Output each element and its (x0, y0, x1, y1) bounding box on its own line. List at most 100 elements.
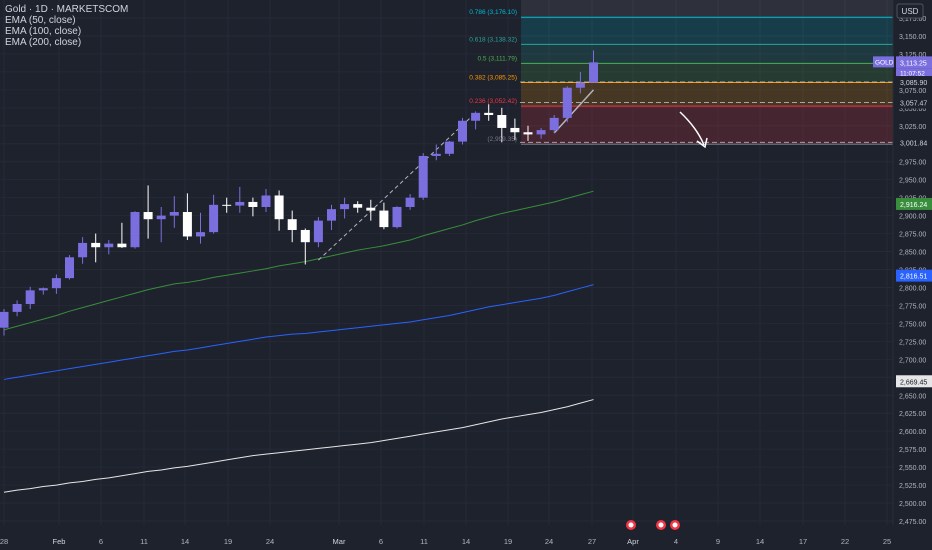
time-tick-label: 6 (379, 537, 383, 546)
price-tick-label: 2,850.00 (899, 250, 926, 257)
countdown-timer: 11:07:52 (900, 70, 925, 77)
price-tick-label: 3,175.00 (899, 16, 926, 23)
ema50-tag-bg (896, 197, 932, 210)
candle-body (300, 229, 310, 243)
grid-lines (0, 0, 893, 525)
price-tick-label: 2,750.00 (899, 321, 926, 328)
time-tick-label: Mar (333, 537, 346, 546)
ema100-tag-bg (896, 269, 932, 282)
candle-body (51, 278, 61, 289)
indicator-ema200[interactable]: EMA (200, close) (5, 37, 82, 48)
fib-level-label: (2,999.35) (487, 136, 517, 143)
price-tick-label: 2,950.00 (899, 178, 926, 185)
candle-body (549, 117, 559, 131)
trend-line[interactable] (318, 112, 476, 261)
fib-zone-top (521, 0, 893, 18)
price-tick-label: 2,550.00 (899, 465, 926, 472)
price-tick-label: 3,125.00 (899, 52, 926, 59)
candle-body (536, 130, 546, 135)
time-tick-label: 14 (181, 537, 189, 546)
ema100-tag: 2,816.51 (900, 274, 927, 281)
chart-legend: Gold · 1D · MARKETSCOM EMA (50, close) E… (5, 4, 128, 48)
fib-zone (521, 44, 893, 64)
candle-body (392, 206, 402, 228)
arrow-curve[interactable] (679, 111, 705, 146)
projection-line[interactable] (553, 89, 595, 134)
candle-body (575, 82, 585, 88)
candle-body (261, 195, 271, 207)
price-tick-label: 2,525.00 (899, 483, 926, 490)
economic-event-dot (628, 522, 634, 528)
price-tick-label: 3,075.00 (899, 88, 926, 95)
candle-body (418, 155, 428, 198)
candle-body (91, 242, 101, 248)
economic-event-dot (672, 522, 678, 528)
fib-level-label: 0.236 (3,052.42) (469, 98, 517, 105)
candle-body (156, 215, 166, 220)
ema50-tag: 2,916.24 (900, 202, 927, 209)
time-tick-label: 11 (420, 537, 428, 546)
price-tick-label: 2,700.00 (899, 357, 926, 364)
candle-body (366, 207, 376, 211)
fib-236-tag-bg (896, 96, 932, 109)
indicator-ema100[interactable]: EMA (100, close) (5, 26, 82, 37)
candle-body (0, 311, 9, 328)
economic-event-dot (658, 522, 664, 528)
candle-body (589, 62, 598, 83)
fib-zone (521, 17, 893, 45)
symbol-title[interactable]: Gold · 1D · MARKETSCOM (5, 4, 129, 15)
candle-body (431, 153, 441, 156)
countdown-bg (896, 68, 932, 78)
fib-level-label: 0.382 (3,085.25) (469, 74, 517, 81)
currency-box[interactable] (896, 3, 924, 19)
symbol-tag-bg (873, 56, 894, 68)
candle-body (471, 112, 481, 121)
price-tags: 3,113.25 11:07:52 GOLD 3,085.90 3,057.47 3,00… (873, 56, 932, 388)
time-tick-label: 11 (140, 537, 148, 546)
time-tick-label: 6 (99, 537, 103, 546)
candle-body (222, 204, 232, 206)
fib-zone (521, 63, 893, 83)
fib-zone (521, 106, 893, 145)
fib-zone (521, 82, 893, 107)
drawing-lines[interactable] (318, 89, 708, 261)
event-markers[interactable] (626, 520, 680, 530)
ema200-tag: 2,669.45 (900, 379, 927, 386)
candle-body (104, 243, 114, 248)
candle-body (287, 219, 297, 230)
price-tick-label: 2,900.00 (899, 214, 926, 221)
time-tick-label: 4 (674, 537, 678, 546)
time-tick-label: 28 (0, 537, 8, 546)
candle-body (313, 220, 323, 243)
symbol-tag: GOLD (875, 59, 894, 66)
price-tick-label: 2,475.00 (899, 519, 926, 526)
fib-base-tag-bg (896, 136, 932, 149)
candle-body (274, 195, 284, 220)
fib-base-tag: 3,001.84 (900, 140, 927, 147)
candlestick-series (0, 50, 598, 336)
fib-level-label: 0.618 (3,138.32) (469, 36, 517, 43)
time-tick-label: Apr (627, 537, 639, 546)
candle-body (25, 290, 35, 304)
price-tick-label: 3,050.00 (899, 106, 926, 113)
price-tick-label: 2,600.00 (899, 429, 926, 436)
candle-body (235, 201, 245, 206)
fib-236-tag: 3,057.47 (900, 100, 927, 107)
fib-level-label: 0.5 (3,111.79) (477, 55, 517, 62)
time-axis[interactable] (0, 533, 893, 550)
fibonacci-retracement[interactable] (520, 0, 893, 145)
candle-body (484, 112, 494, 116)
indicator-ema50[interactable]: EMA (50, close) (5, 15, 76, 26)
candle-body (353, 204, 363, 208)
time-tick-label: Feb (53, 537, 66, 546)
price-tick-label: 2,650.00 (899, 393, 926, 400)
ema-line-200 (3, 399, 594, 493)
ema200-tag-bg (896, 375, 932, 388)
candle-body (209, 204, 219, 233)
price-tick-label: 2,625.00 (899, 411, 926, 418)
gold-price-tag-bg (896, 56, 932, 69)
arrow-head-icon (696, 137, 708, 149)
currency-label[interactable]: USD (902, 7, 919, 16)
candle-body (562, 87, 572, 118)
